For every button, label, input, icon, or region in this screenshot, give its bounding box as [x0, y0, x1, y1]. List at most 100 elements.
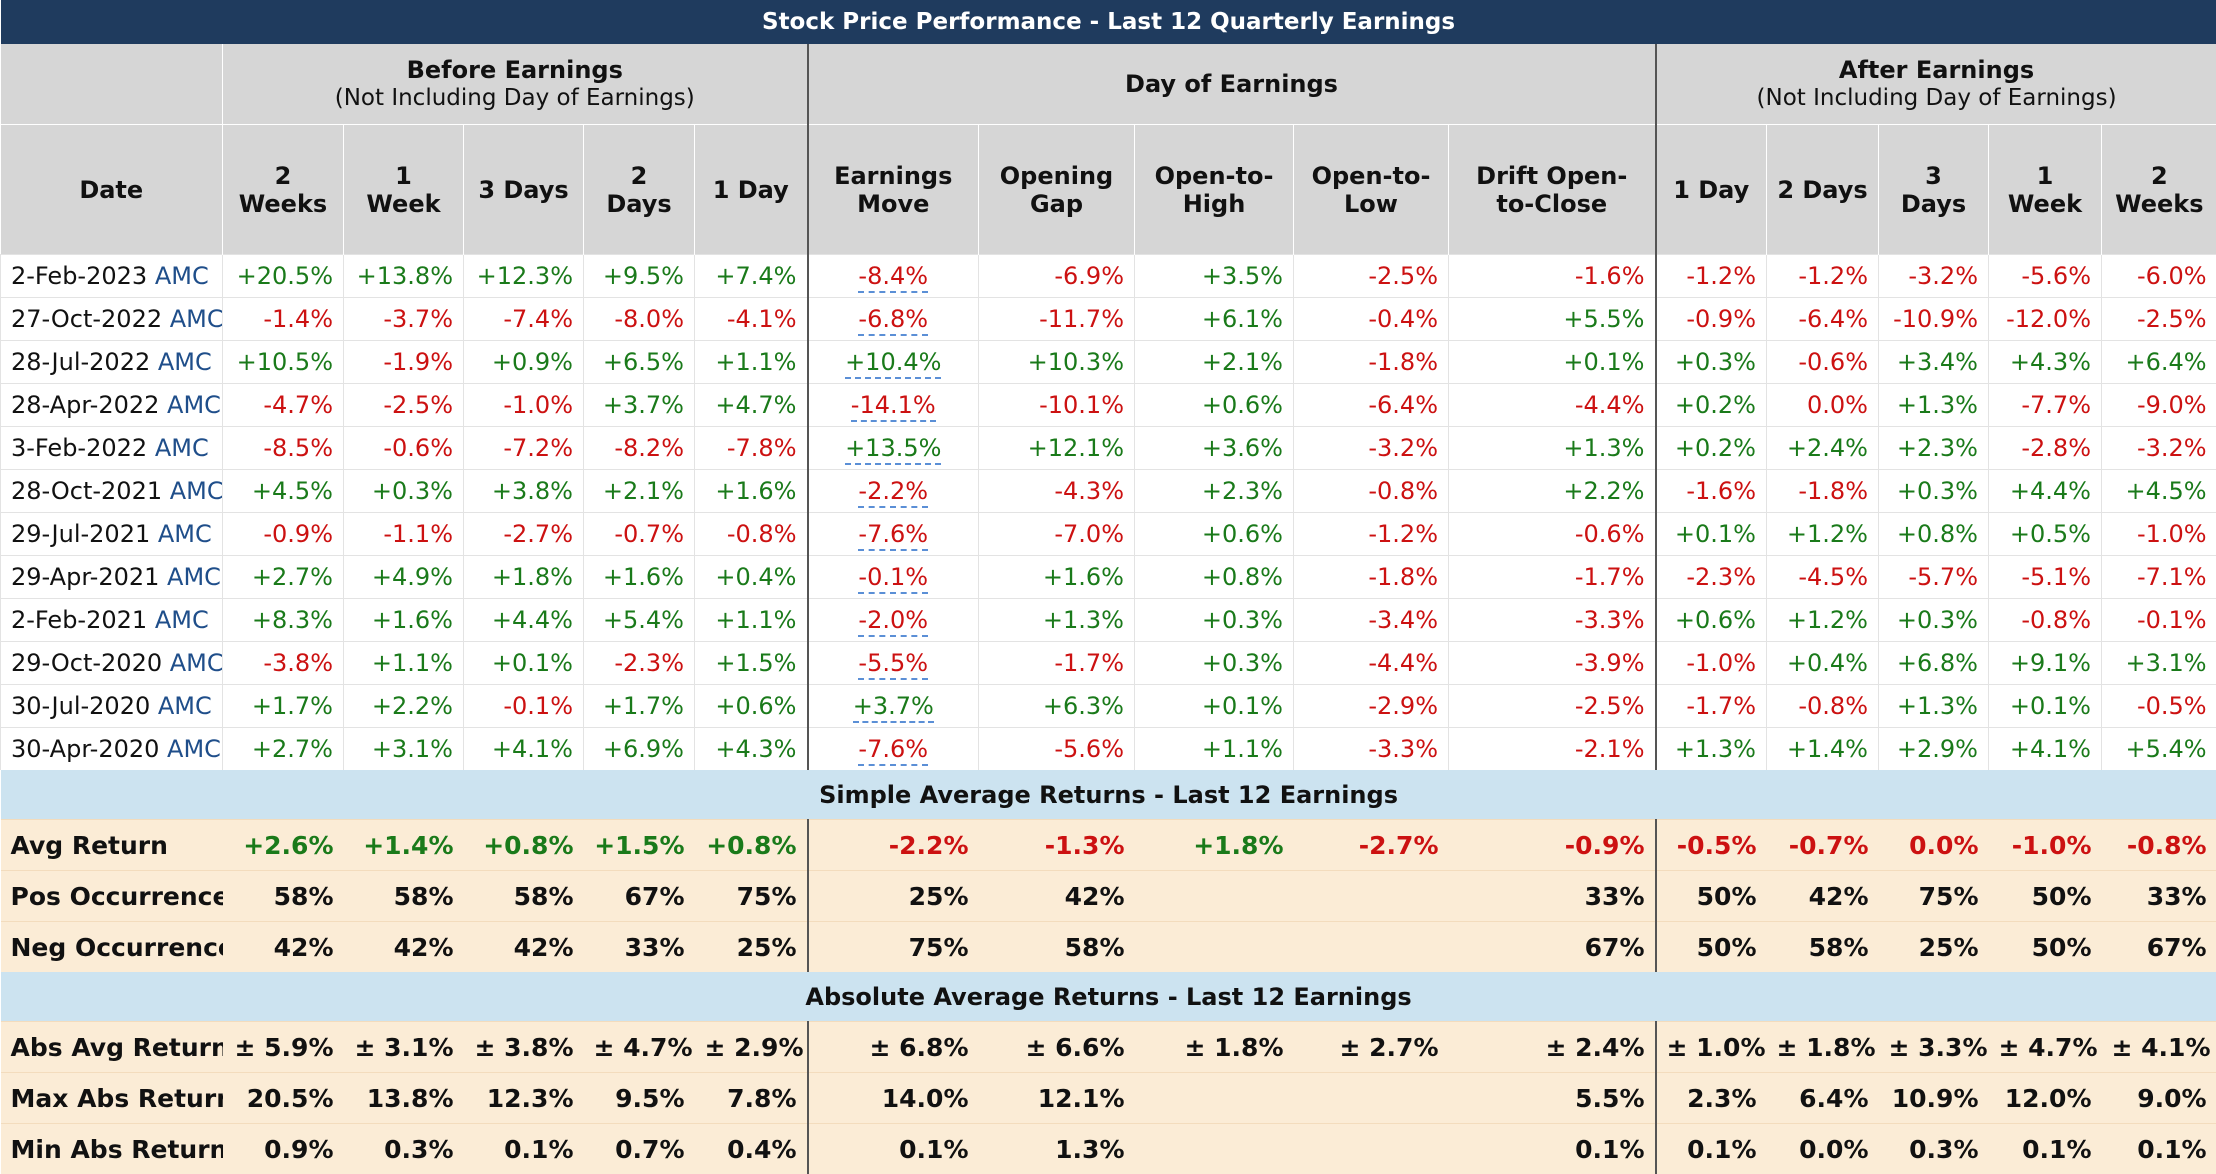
return-cell: +0.6%	[1656, 599, 1767, 642]
return-value: -0.9%	[1686, 305, 1756, 333]
earnings-move-value[interactable]: -8.4%	[858, 262, 928, 293]
return-value: +1.3%	[1675, 735, 1756, 763]
return-value: -7.7%	[2021, 391, 2091, 419]
return-cell: +0.1%	[1989, 685, 2102, 728]
stat-label: Pos Occurrences	[1, 871, 223, 922]
return-cell: -4.5%	[1767, 556, 1879, 599]
return-cell: -8.0%	[584, 298, 695, 341]
return-cell: +20.5%	[223, 255, 344, 298]
return-value: +3.1%	[2125, 649, 2206, 677]
return-value: +1.2%	[1787, 606, 1868, 634]
table-row: 2-Feb-2021 AMC+8.3%+1.6%+4.4%+5.4%+1.1%-…	[1, 599, 2216, 642]
return-cell: -2.0%	[808, 599, 979, 642]
return-value: +0.3%	[1675, 348, 1756, 376]
earnings-date: 2-Feb-2023	[11, 262, 147, 290]
return-value: -4.4%	[1368, 649, 1438, 677]
return-value: -12.0%	[2006, 305, 2091, 333]
table-row: 29-Oct-2020 AMC-3.8%+1.1%+0.1%-2.3%+1.5%…	[1, 642, 2216, 685]
stat-value: +1.8%	[1135, 820, 1294, 871]
return-value: -0.8%	[1368, 477, 1438, 505]
stat-value	[1135, 1124, 1294, 1174]
return-cell: +10.4%	[808, 341, 979, 384]
return-value: +0.3%	[1202, 606, 1283, 634]
return-value: +1.7%	[603, 692, 684, 720]
earnings-move-value[interactable]: +13.5%	[845, 434, 941, 465]
day-of-earnings-title: Day of Earnings	[819, 70, 1645, 98]
return-value: +13.8%	[357, 262, 453, 290]
earnings-move-value[interactable]: -7.6%	[858, 735, 928, 766]
return-value: -3.8%	[263, 649, 333, 677]
earnings-move-value[interactable]: +10.4%	[845, 348, 941, 379]
return-cell: -8.2%	[584, 427, 695, 470]
return-cell: +0.3%	[1656, 341, 1767, 384]
return-cell: -7.4%	[464, 298, 584, 341]
return-value: +2.2%	[1563, 477, 1644, 505]
earnings-date: 28-Jul-2022	[11, 348, 150, 376]
return-cell: -1.0%	[464, 384, 584, 427]
return-cell: -1.8%	[1767, 470, 1879, 513]
return-value: +2.9%	[1897, 735, 1978, 763]
return-value: +1.1%	[715, 348, 796, 376]
stat-value: 0.3%	[344, 1124, 464, 1174]
return-cell: -6.0%	[2102, 255, 2216, 298]
return-value: -1.8%	[1798, 477, 1868, 505]
day-of-earnings-group-header: Day of Earnings	[808, 44, 1656, 125]
earnings-move-value[interactable]: -7.6%	[858, 520, 928, 551]
column-header-day-open-to-high: Open-to-High	[1135, 125, 1294, 255]
stat-value: 33%	[2102, 871, 2216, 922]
stat-value: 50%	[1989, 871, 2102, 922]
return-cell: -0.9%	[1656, 298, 1767, 341]
earnings-move-value[interactable]: -5.5%	[858, 649, 928, 680]
return-value: -3.3%	[1575, 606, 1645, 634]
return-cell: -4.3%	[979, 470, 1135, 513]
table-title: Stock Price Performance - Last 12 Quarte…	[1, 0, 2216, 44]
return-cell: +1.6%	[695, 470, 808, 513]
return-cell: +13.8%	[344, 255, 464, 298]
return-value: +4.3%	[2010, 348, 2091, 376]
stat-value: ± 1.8%	[1135, 1022, 1294, 1073]
return-cell: +6.3%	[979, 685, 1135, 728]
return-cell: -1.1%	[344, 513, 464, 556]
column-header-day-opening-gap: Opening Gap	[979, 125, 1135, 255]
return-value: +0.3%	[372, 477, 453, 505]
return-value: -2.9%	[1368, 692, 1438, 720]
return-value: +4.3%	[715, 735, 796, 763]
return-value: -2.5%	[1575, 692, 1645, 720]
return-value: +1.3%	[1563, 434, 1644, 462]
column-header-after-3-days: 3 Days	[1879, 125, 1989, 255]
return-cell: +10.5%	[223, 341, 344, 384]
stat-value: -2.2%	[808, 820, 979, 871]
return-cell: +0.1%	[1135, 685, 1294, 728]
return-value: -1.0%	[2137, 520, 2207, 548]
return-cell: -0.1%	[464, 685, 584, 728]
stat-value: 58%	[1767, 922, 1879, 973]
return-cell: +0.2%	[1656, 384, 1767, 427]
earnings-move-value[interactable]: -2.0%	[858, 606, 928, 637]
return-cell: 0.0%	[1767, 384, 1879, 427]
earnings-move-value[interactable]: -0.1%	[858, 563, 928, 594]
return-value: +8.3%	[252, 606, 333, 634]
return-value: +0.1%	[1202, 692, 1283, 720]
stat-value: +1.4%	[344, 820, 464, 871]
column-header-after-1-day: 1 Day	[1656, 125, 1767, 255]
return-cell: +0.1%	[1449, 341, 1656, 384]
return-cell: +2.3%	[1135, 470, 1294, 513]
earnings-move-value[interactable]: -14.1%	[851, 391, 936, 422]
return-cell: -4.7%	[223, 384, 344, 427]
return-value: +6.1%	[1202, 305, 1283, 333]
stat-value: 33%	[1449, 871, 1656, 922]
return-value: -0.8%	[727, 520, 797, 548]
return-cell: -5.1%	[1989, 556, 2102, 599]
stat-value: 10.9%	[1879, 1073, 1989, 1124]
stat-value: 0.1%	[1989, 1124, 2102, 1174]
earnings-move-value[interactable]: -2.2%	[858, 477, 928, 508]
row-date-cell: 30-Jul-2020 AMC	[1, 685, 223, 728]
earnings-move-value[interactable]: +3.7%	[853, 692, 934, 723]
return-value: -0.5%	[2137, 692, 2207, 720]
after-earnings-title: After Earnings	[1667, 56, 2207, 84]
return-cell: +10.3%	[979, 341, 1135, 384]
return-cell: -0.8%	[1767, 685, 1879, 728]
earnings-move-value[interactable]: -6.8%	[858, 305, 928, 336]
stat-value: 0.1%	[2102, 1124, 2216, 1174]
